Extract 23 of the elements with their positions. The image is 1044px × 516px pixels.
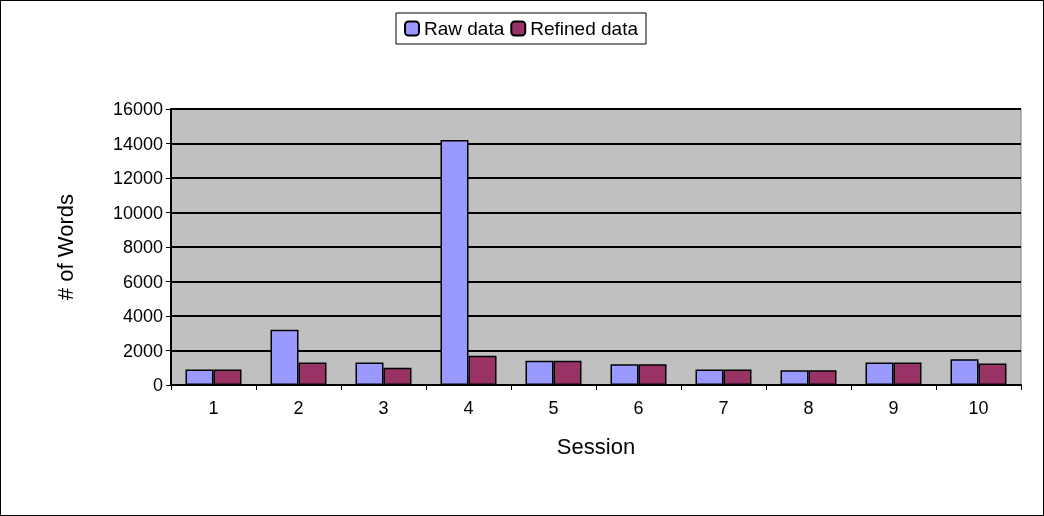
x-tick-label: 8 <box>803 398 814 418</box>
x-tick-label: 7 <box>718 398 729 418</box>
y-tick-label: 16000 <box>112 99 163 119</box>
x-tick-label: 6 <box>633 398 644 418</box>
x-tick-label: 3 <box>378 398 389 418</box>
x-tick-label: 2 <box>293 398 304 418</box>
y-tick-label: 6000 <box>122 271 163 292</box>
x-tick-label: 4 <box>463 398 474 418</box>
y-tick-label: 8000 <box>122 237 163 257</box>
y-axis-title: # of Words <box>52 194 78 300</box>
legend-label: Refined data <box>530 18 639 39</box>
y-tick-label: 4000 <box>122 306 163 326</box>
x-tick-label: 9 <box>888 398 899 418</box>
y-tick-label: 0 <box>152 375 163 395</box>
y-tick-label: 14000 <box>112 133 163 154</box>
y-tick-label: 10000 <box>112 202 163 223</box>
x-tick-label: 5 <box>548 398 559 418</box>
x-tick-label: 1 <box>208 398 219 418</box>
x-tick-label: 10 <box>968 398 989 418</box>
y-tick-label: 2000 <box>122 340 163 361</box>
legend-label: Raw data <box>424 18 505 39</box>
y-tick-label: 12000 <box>112 168 163 188</box>
x-axis-title: Session <box>556 433 636 459</box>
